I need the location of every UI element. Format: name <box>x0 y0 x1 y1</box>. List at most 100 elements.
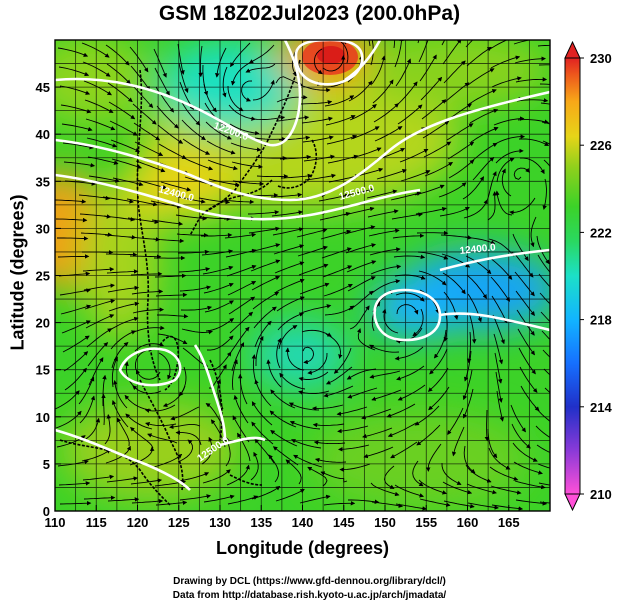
contour-label: 12400.0 <box>459 242 497 257</box>
streamline <box>272 446 299 466</box>
streamline <box>130 271 163 277</box>
streamline <box>253 115 286 121</box>
streamline <box>471 142 498 162</box>
streamline <box>252 79 275 101</box>
streamline <box>147 433 178 444</box>
x-axis: 110 115 120 125 130 135 140 145 150 155 160 165 <box>45 505 520 530</box>
streamline <box>371 301 381 332</box>
streamline <box>348 290 374 311</box>
streamline <box>399 148 429 163</box>
streamline <box>462 176 484 200</box>
streamline <box>180 100 201 126</box>
streamline <box>446 123 474 141</box>
streamline <box>333 347 352 374</box>
streamline <box>535 425 550 439</box>
streamline <box>277 115 310 122</box>
streamline <box>519 366 538 393</box>
streamline <box>298 390 330 395</box>
streamline <box>135 160 166 173</box>
streamline <box>300 100 333 105</box>
streamline <box>487 191 497 221</box>
streamline <box>463 445 476 474</box>
streamline <box>131 84 154 109</box>
streamline <box>539 501 550 504</box>
streamline <box>58 66 90 77</box>
streamline <box>467 502 499 510</box>
streamline <box>106 269 139 274</box>
streamline <box>414 405 440 426</box>
streamline <box>390 441 418 459</box>
streamline <box>251 485 281 500</box>
streamline <box>371 389 402 401</box>
streamline <box>396 81 418 106</box>
streamline <box>442 40 462 65</box>
streamline <box>57 236 89 241</box>
streamline <box>62 142 94 150</box>
streamline <box>420 76 443 101</box>
credit-drawing: Drawing by DCL (https://www.gfd-dennou.o… <box>173 576 446 587</box>
streamline <box>429 348 448 375</box>
streamline <box>361 408 392 420</box>
streamline <box>280 173 313 179</box>
streamline <box>425 443 442 472</box>
streamline <box>230 326 250 353</box>
x-tick-label: 115 <box>86 515 107 530</box>
streamline <box>539 292 550 305</box>
streamline <box>323 283 353 297</box>
streamline <box>176 232 209 238</box>
streamline <box>276 337 282 369</box>
streamline <box>493 116 525 126</box>
streamline <box>178 249 210 255</box>
streamline <box>441 462 462 485</box>
streamline <box>418 40 429 63</box>
streamline <box>231 342 245 372</box>
colorbar-tick-label: 218 <box>590 313 612 328</box>
streamline <box>88 175 120 183</box>
streamline <box>490 485 522 495</box>
streamline <box>111 399 129 428</box>
streamline <box>276 95 308 103</box>
streamline <box>494 352 503 384</box>
coastlines <box>59 59 318 506</box>
streamline <box>418 270 447 286</box>
streamline <box>248 44 275 64</box>
streamline <box>253 306 277 329</box>
streamline <box>230 61 252 86</box>
streamline <box>462 369 473 401</box>
streamline <box>64 367 87 391</box>
colorbar-max-arrow <box>564 40 581 59</box>
streamline <box>350 126 380 140</box>
streamline <box>102 374 107 407</box>
streamline <box>394 484 425 498</box>
streamline <box>540 102 550 105</box>
streamline <box>537 463 550 469</box>
streamline <box>177 43 185 75</box>
streamline <box>395 58 412 87</box>
streamline <box>313 440 346 445</box>
y-tick-label: 35 <box>36 174 50 189</box>
streamline <box>84 299 116 310</box>
streamline <box>85 314 115 329</box>
streamline <box>107 285 140 293</box>
streamline <box>207 351 232 371</box>
streamline <box>183 157 214 171</box>
streamline <box>423 141 452 158</box>
streamline <box>155 500 188 506</box>
streamline <box>181 328 213 335</box>
streamline <box>442 481 473 495</box>
streamline <box>285 347 305 371</box>
streamline <box>393 40 396 49</box>
streamline <box>387 422 417 438</box>
streamline <box>542 140 550 145</box>
streamline <box>59 85 91 95</box>
streamline <box>324 305 355 316</box>
streamline <box>490 55 521 69</box>
streamline <box>384 465 395 489</box>
streamline <box>291 439 322 449</box>
streamline <box>462 388 474 419</box>
streamline <box>58 481 91 486</box>
streamline <box>80 232 113 237</box>
streamline <box>252 291 280 310</box>
streamline <box>57 47 89 57</box>
streamline <box>301 329 332 337</box>
